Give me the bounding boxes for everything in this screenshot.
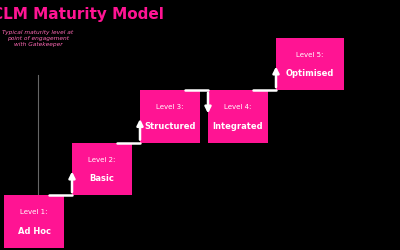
FancyBboxPatch shape [140, 90, 200, 142]
Text: Level 1:: Level 1: [20, 210, 48, 216]
Text: Level 2:: Level 2: [88, 157, 116, 163]
Text: Level 3:: Level 3: [156, 104, 184, 110]
Text: Basic: Basic [90, 174, 114, 183]
Text: CLM Maturity Model: CLM Maturity Model [0, 8, 164, 22]
FancyBboxPatch shape [276, 38, 344, 90]
Text: Typical maturity level at
point of engagement
with Gatekeeper: Typical maturity level at point of engag… [2, 30, 74, 46]
Text: Ad Hoc: Ad Hoc [18, 227, 50, 236]
Text: Optimised: Optimised [286, 69, 334, 78]
FancyBboxPatch shape [72, 142, 132, 195]
Text: Structured: Structured [144, 122, 196, 131]
FancyBboxPatch shape [4, 195, 64, 248]
FancyBboxPatch shape [208, 90, 268, 142]
Text: Level 4:: Level 4: [224, 104, 252, 110]
Text: Integrated: Integrated [213, 122, 263, 131]
Text: Level 5:: Level 5: [296, 52, 324, 58]
